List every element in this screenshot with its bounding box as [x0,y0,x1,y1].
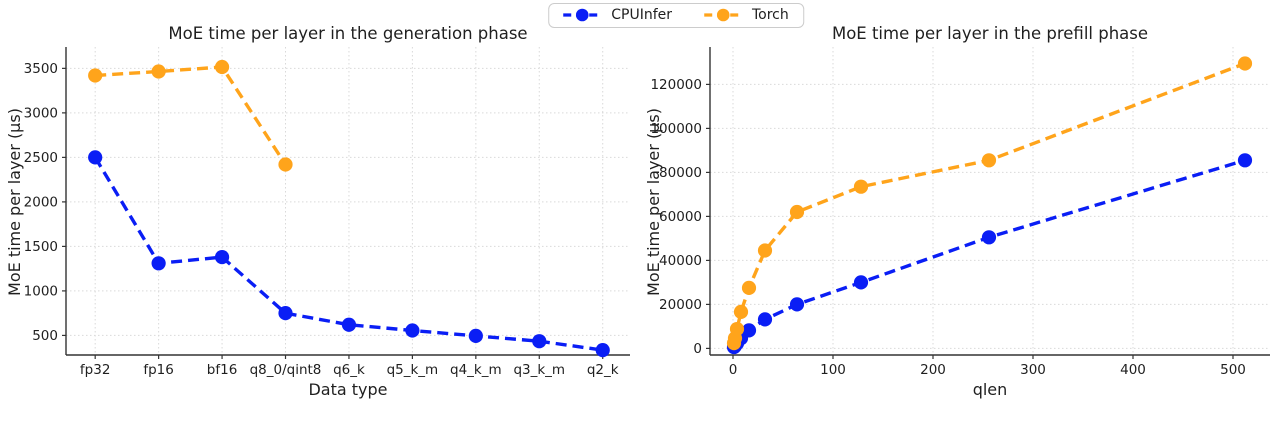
data-point-torch [151,64,166,79]
generation-y-axis-label: MoE time per layer (µs) [5,108,24,296]
y-tick-label: 0 [693,341,702,357]
data-point-cpuinfer [468,328,483,343]
legend-marker-icon [704,8,742,22]
data-point-cpuinfer [757,312,773,327]
y-tick-label: 3000 [24,105,58,121]
x-tick-label: bf16 [207,362,238,378]
y-tick-label: 2000 [24,194,58,210]
data-point-torch [981,153,997,168]
y-tick-label: 80000 [659,165,702,181]
data-point-cpuinfer [151,256,166,271]
series-line-torch [95,65,287,166]
legend-item-cpuinfer: CPUInfer [561,7,672,23]
data-point-cpuinfer [1237,153,1253,168]
x-tick-label: 300 [1020,362,1046,378]
y-tick-label: 1500 [24,239,58,255]
y-tick-label: 20000 [659,297,702,313]
data-point-torch [1237,56,1253,71]
data-point-cpuinfer [853,275,869,290]
y-tick-label: 120000 [650,77,702,93]
y-tick-label: 40000 [659,253,702,269]
prefill-x-axis-label: qlen [972,380,1008,399]
series-line-cpuinfer [732,158,1246,349]
x-tick-label: 500 [1220,362,1246,378]
x-tick-label: q8_0/qint8 [250,362,322,378]
legend-label: CPUInfer [611,7,672,23]
y-tick-label: 500 [32,328,58,344]
x-tick-label: q5_k_m [387,362,439,378]
data-point-torch [733,304,749,319]
generation-plot-canvas: fp32 fp16 bf16 q8_0/qint8 q6_k q5_k_m q4_k_m q3… [24,47,630,378]
y-tick-label: 3500 [24,61,58,77]
data-point-torch [214,59,230,75]
data-point-cpuinfer [405,323,420,338]
x-tick-label: q2_k [587,362,619,378]
x-tick-label: 400 [1120,362,1146,378]
legend: CPUInfer Torch [548,3,804,28]
x-tick-label: q6_k [333,362,365,378]
generation-chart: fp32 fp16 bf16 q8_0/qint8 q6_k q5_k_m q4_k_m q3… [5,24,630,399]
x-tick-label: q4_k_m [450,362,502,378]
legend-item-torch: Torch [702,7,789,23]
y-tick-label: 2500 [24,150,58,166]
data-point-cpuinfer [88,150,103,165]
x-tick-label: 200 [920,362,946,378]
data-point-cpuinfer [741,323,757,338]
data-point-torch [853,179,869,194]
data-point-torch [741,280,757,295]
data-point-cpuinfer [341,317,357,332]
prefill-plot-canvas: 0 100 200 300 400 500 0 20000 40000 60000 80000 100… [650,47,1270,378]
data-point-torch [757,243,773,258]
legend-marker-icon [563,8,602,22]
data-point-torch [278,157,293,172]
y-tick-label: 1000 [24,283,58,299]
legend-label: Torch [752,7,789,23]
prefill-chart: 0 100 200 300 400 500 0 20000 40000 60000 80000 100… [644,0,1280,426]
y-tick-label: 100000 [650,121,702,137]
data-point-torch [88,68,103,83]
generation-chart-title: MoE time per layer in the generation pha… [168,24,528,43]
data-point-torch [789,204,805,220]
x-tick-label: q3_k_m [513,362,565,378]
prefill-chart-title: MoE time per layer in the prefill phase [831,24,1149,43]
prefill-y-axis-label: MoE time per layer (µs) [644,108,663,296]
y-tick-label: 60000 [659,209,702,225]
x-tick-label: 100 [820,362,846,378]
data-point-cpuinfer [278,306,293,321]
data-point-cpuinfer [532,334,547,349]
data-point-cpuinfer [214,249,230,265]
data-point-cpuinfer [789,297,805,312]
data-point-cpuinfer [981,230,997,245]
x-tick-label: 0 [729,362,738,378]
generation-x-axis-label: Data type [308,380,388,399]
x-tick-label: fp32 [80,362,111,378]
data-point-cpuinfer [595,343,610,358]
data-point-torch [729,321,745,337]
x-tick-label: fp16 [143,362,174,378]
series-line-cpuinfer [93,156,603,352]
